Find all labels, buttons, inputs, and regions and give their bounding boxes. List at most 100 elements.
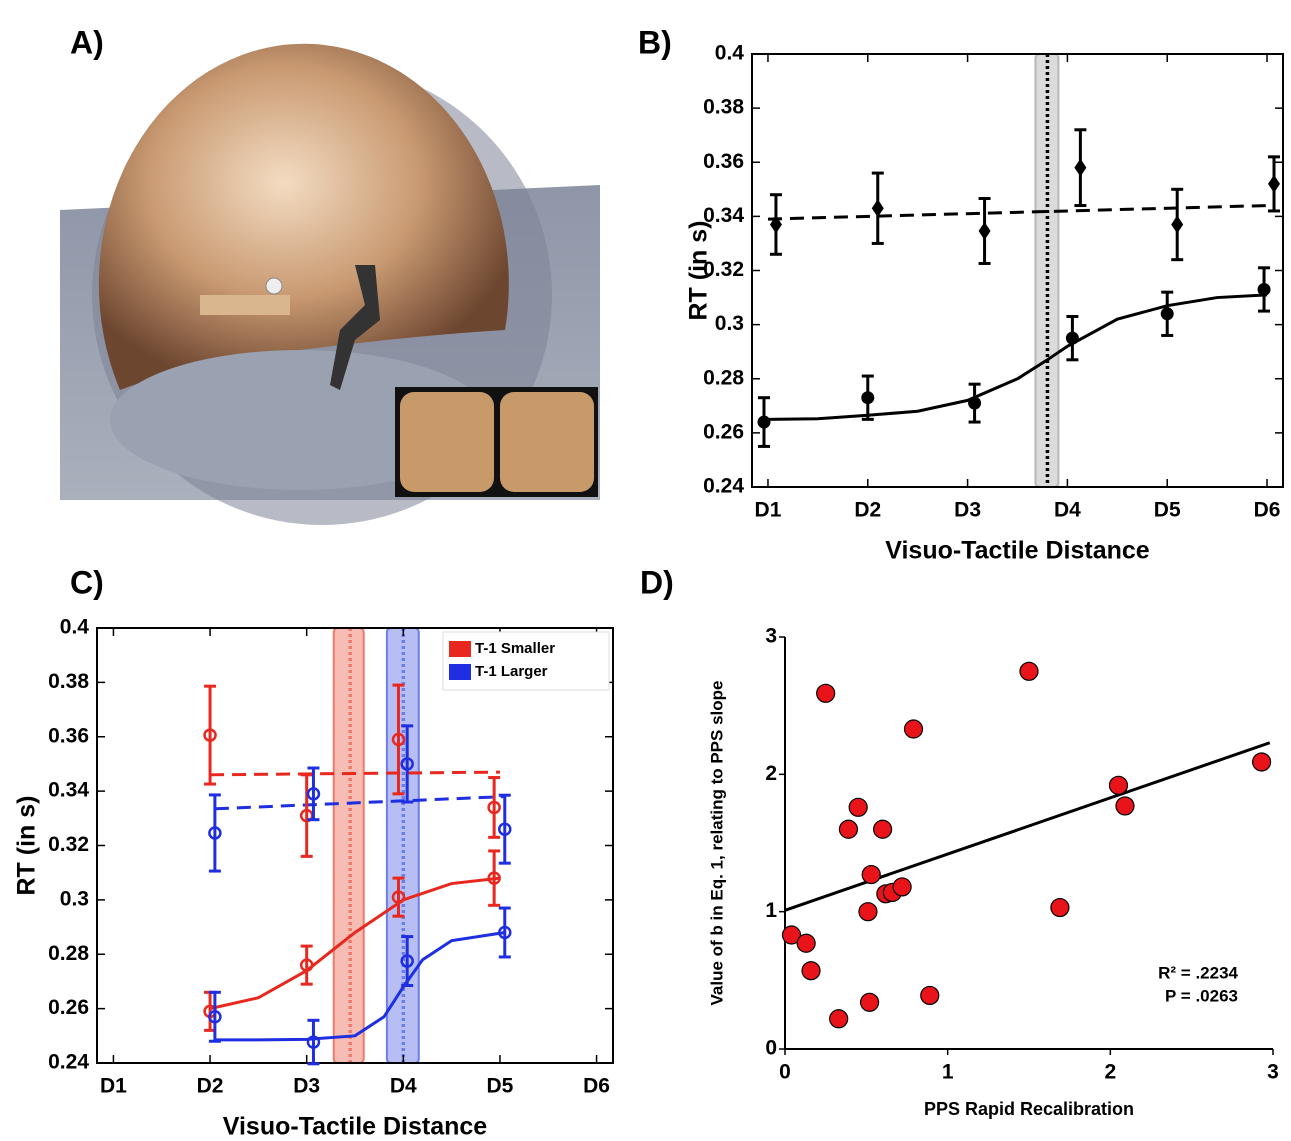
y-tick-label: 0.28 xyxy=(703,366,744,389)
y-tick-label: 0.34 xyxy=(703,204,744,227)
panel-label: D) xyxy=(640,564,674,600)
scatter-point xyxy=(1108,775,1129,795)
scatter-point xyxy=(861,864,881,885)
x-tick-label: D3 xyxy=(293,1075,320,1098)
y-tick-label: 0.3 xyxy=(60,887,89,910)
y-tick-label: 0.3 xyxy=(715,312,744,335)
error-bar xyxy=(307,1018,320,1066)
annotation: P = .0263 xyxy=(1165,986,1238,1005)
fit-line xyxy=(767,293,1268,421)
x-axis-label: Visuo-Tactile Distance xyxy=(885,537,1150,565)
marker xyxy=(203,728,217,742)
y-tick-label: 3 xyxy=(765,625,777,648)
marker xyxy=(306,787,321,801)
marker xyxy=(498,925,512,940)
panel-label: A) xyxy=(70,24,104,60)
scatter-point xyxy=(801,961,821,981)
table xyxy=(200,295,290,315)
error-bar xyxy=(392,876,405,918)
y-tick-label: 1 xyxy=(765,899,777,922)
x-axis-label: Visuo-Tactile Distance xyxy=(223,1113,488,1141)
scatter-point xyxy=(1019,661,1039,681)
fit-line xyxy=(214,931,506,1042)
error-bar xyxy=(401,724,414,804)
scatter-point xyxy=(1252,752,1272,772)
scatter-point xyxy=(829,1009,849,1029)
marker xyxy=(208,826,222,840)
marker xyxy=(487,800,501,815)
error-bar xyxy=(208,793,221,873)
y-axis-label: Value of b in Eq. 1, relating to PPS slo… xyxy=(707,681,726,1006)
y-tick-label: 0.38 xyxy=(48,670,89,693)
panel-label: C) xyxy=(70,564,104,600)
marker xyxy=(769,215,782,234)
y-tick-label: 0.24 xyxy=(703,475,744,498)
marker xyxy=(978,221,991,240)
marker xyxy=(487,871,501,885)
x-tick-label: D3 xyxy=(954,499,981,522)
x-axis-label: PPS Rapid Recalibration xyxy=(924,1099,1134,1119)
fit-line xyxy=(209,876,501,1011)
inset-left xyxy=(400,392,494,492)
marker xyxy=(400,757,414,771)
marker xyxy=(400,954,414,968)
x-tick-label: 1 xyxy=(942,1061,954,1084)
y-tick-label: 0.4 xyxy=(60,616,90,639)
fit-line xyxy=(210,770,500,777)
error-bar xyxy=(300,773,313,858)
y-tick-label: 0.36 xyxy=(48,724,89,747)
legend-label: T-1 Smaller xyxy=(475,640,555,657)
marker xyxy=(757,415,771,429)
fit-line xyxy=(214,795,505,811)
x-tick-label: D2 xyxy=(197,1075,224,1098)
y-axis-label: RT (in s) xyxy=(685,221,713,321)
marker xyxy=(1257,282,1271,296)
marker xyxy=(1065,331,1079,345)
error-bar xyxy=(488,776,501,839)
y-tick-label: 2 xyxy=(765,762,777,785)
scatter-point xyxy=(838,819,859,839)
scatter-point xyxy=(872,819,893,839)
y-tick-label: 0.32 xyxy=(48,833,89,856)
scatter-point xyxy=(1050,897,1070,918)
panel-label: B) xyxy=(638,24,672,60)
marker xyxy=(861,391,875,405)
marker xyxy=(1074,158,1087,177)
x-tick-label: D4 xyxy=(1054,499,1081,522)
error-bar xyxy=(392,683,405,796)
marker xyxy=(299,958,314,972)
scatter-point xyxy=(858,902,878,922)
marker xyxy=(871,199,884,218)
annotation: R² = .2234 xyxy=(1158,963,1238,982)
error-bar xyxy=(208,990,221,1043)
ball xyxy=(265,277,283,295)
scatter-point xyxy=(859,992,880,1012)
y-tick-label: 0.32 xyxy=(703,258,744,281)
y-axis-label: RT (in s) xyxy=(13,796,41,896)
x-tick-label: D1 xyxy=(100,1075,127,1098)
y-tick-label: 0.26 xyxy=(703,420,744,443)
scatter-point xyxy=(796,933,816,953)
inset-right xyxy=(500,392,594,492)
y-tick-label: 0.38 xyxy=(703,96,744,119)
x-tick-label: D4 xyxy=(390,1075,417,1098)
x-tick-label: D6 xyxy=(583,1075,610,1098)
x-tick-label: D2 xyxy=(854,499,881,522)
marker xyxy=(208,1010,222,1024)
marker xyxy=(391,890,406,904)
y-tick-label: 0 xyxy=(765,1037,777,1060)
plot-frame xyxy=(751,53,1284,488)
panel-a-illustration xyxy=(60,43,600,525)
error-bar xyxy=(401,935,414,988)
error-bar xyxy=(204,684,217,786)
y-tick-label: 0.26 xyxy=(48,996,89,1019)
fit-line xyxy=(784,741,1271,912)
marker xyxy=(1268,174,1281,193)
fit-line xyxy=(767,204,1268,221)
x-tick-label: D6 xyxy=(1254,499,1281,522)
scatter-point xyxy=(781,925,802,945)
y-tick-label: 0.4 xyxy=(715,42,745,65)
error-bar xyxy=(307,766,320,822)
marker xyxy=(391,732,406,747)
